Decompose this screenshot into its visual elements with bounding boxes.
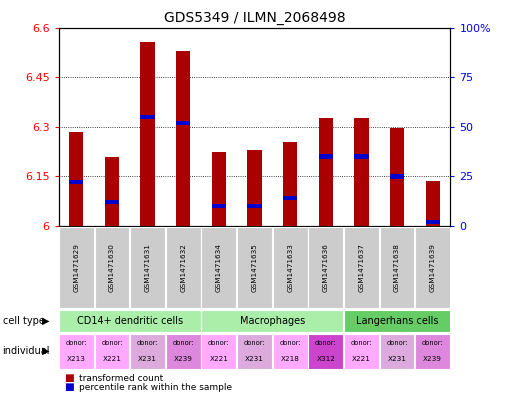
Text: donor:: donor: — [422, 340, 443, 346]
Bar — [176, 121, 190, 125]
FancyBboxPatch shape — [308, 227, 343, 308]
Text: GSM1471630: GSM1471630 — [109, 243, 115, 292]
Bar — [69, 180, 83, 184]
Bar — [354, 118, 369, 226]
Bar — [105, 156, 119, 226]
Bar — [247, 150, 262, 226]
FancyBboxPatch shape — [344, 310, 450, 332]
Text: GSM1471631: GSM1471631 — [145, 243, 151, 292]
FancyBboxPatch shape — [380, 334, 414, 369]
Text: donor:: donor: — [279, 340, 301, 346]
Text: donor:: donor: — [66, 340, 87, 346]
FancyBboxPatch shape — [202, 310, 343, 332]
Bar — [247, 204, 262, 208]
Text: X221: X221 — [209, 356, 229, 362]
Text: X231: X231 — [387, 356, 407, 362]
Text: donor:: donor: — [173, 340, 194, 346]
Bar — [426, 181, 440, 226]
FancyBboxPatch shape — [344, 227, 379, 308]
Text: transformed count: transformed count — [79, 374, 163, 382]
Text: donor:: donor: — [315, 340, 336, 346]
Bar — [212, 152, 226, 226]
FancyBboxPatch shape — [202, 227, 236, 308]
Bar — [140, 42, 155, 226]
Bar — [176, 51, 190, 226]
FancyBboxPatch shape — [130, 227, 165, 308]
FancyBboxPatch shape — [380, 227, 414, 308]
Text: GSM1471633: GSM1471633 — [287, 243, 293, 292]
Bar — [283, 196, 297, 200]
Text: Langerhans cells: Langerhans cells — [356, 316, 438, 326]
Text: X221: X221 — [352, 356, 371, 362]
FancyBboxPatch shape — [166, 227, 201, 308]
Text: ▶: ▶ — [42, 346, 50, 356]
FancyBboxPatch shape — [59, 310, 201, 332]
FancyBboxPatch shape — [59, 334, 94, 369]
FancyBboxPatch shape — [59, 227, 94, 308]
Text: donor:: donor: — [351, 340, 372, 346]
Text: GSM1471639: GSM1471639 — [430, 243, 436, 292]
FancyBboxPatch shape — [237, 227, 272, 308]
Text: donor:: donor: — [137, 340, 158, 346]
Bar — [319, 118, 333, 226]
Text: GSM1471637: GSM1471637 — [358, 243, 364, 292]
FancyBboxPatch shape — [415, 227, 450, 308]
FancyBboxPatch shape — [344, 334, 379, 369]
Text: donor:: donor: — [244, 340, 265, 346]
Text: percentile rank within the sample: percentile rank within the sample — [79, 383, 232, 391]
FancyBboxPatch shape — [415, 334, 450, 369]
FancyBboxPatch shape — [202, 334, 236, 369]
Text: X312: X312 — [316, 356, 335, 362]
Bar — [69, 132, 83, 226]
Text: X218: X218 — [280, 356, 300, 362]
Bar — [426, 220, 440, 224]
Text: GSM1471635: GSM1471635 — [251, 243, 258, 292]
Text: GSM1471629: GSM1471629 — [73, 243, 79, 292]
Text: ▶: ▶ — [42, 316, 50, 326]
FancyBboxPatch shape — [95, 227, 129, 308]
Text: X239: X239 — [423, 356, 442, 362]
FancyBboxPatch shape — [166, 334, 201, 369]
Text: cell type: cell type — [3, 316, 44, 326]
Text: donor:: donor: — [208, 340, 230, 346]
Text: Macrophages: Macrophages — [240, 316, 305, 326]
Bar — [390, 174, 404, 178]
Text: GSM1471638: GSM1471638 — [394, 243, 400, 292]
Text: X231: X231 — [138, 356, 157, 362]
Text: X231: X231 — [245, 356, 264, 362]
FancyBboxPatch shape — [237, 334, 272, 369]
Text: individual: individual — [3, 346, 50, 356]
FancyBboxPatch shape — [130, 334, 165, 369]
Bar — [354, 154, 369, 159]
FancyBboxPatch shape — [273, 227, 307, 308]
FancyBboxPatch shape — [308, 334, 343, 369]
FancyBboxPatch shape — [273, 334, 307, 369]
Bar — [390, 129, 404, 226]
FancyBboxPatch shape — [95, 334, 129, 369]
Text: X213: X213 — [67, 356, 86, 362]
Title: GDS5349 / ILMN_2068498: GDS5349 / ILMN_2068498 — [164, 11, 345, 25]
Text: GSM1471636: GSM1471636 — [323, 243, 329, 292]
Bar — [105, 200, 119, 204]
Text: CD14+ dendritic cells: CD14+ dendritic cells — [77, 316, 183, 326]
Text: donor:: donor: — [386, 340, 408, 346]
Text: ■: ■ — [64, 373, 73, 383]
Bar — [283, 141, 297, 226]
Text: donor:: donor: — [101, 340, 123, 346]
Text: GSM1471632: GSM1471632 — [180, 243, 186, 292]
Text: GSM1471634: GSM1471634 — [216, 243, 222, 292]
Text: X239: X239 — [174, 356, 193, 362]
Text: X221: X221 — [102, 356, 122, 362]
Bar — [319, 154, 333, 159]
Text: ■: ■ — [64, 382, 73, 392]
Bar — [140, 115, 155, 119]
Bar — [212, 204, 226, 208]
